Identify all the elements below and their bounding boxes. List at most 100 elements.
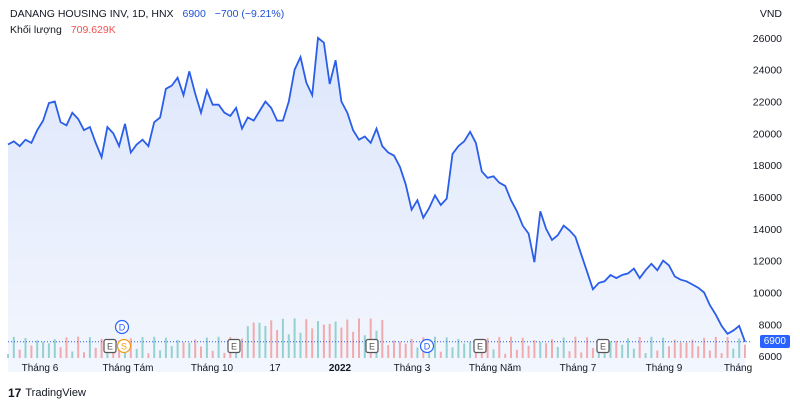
volume-value: 709.629K xyxy=(70,24,116,36)
volume-bar xyxy=(47,343,50,358)
volume-bar xyxy=(656,350,659,358)
volume-bar xyxy=(24,338,27,358)
volume-bar xyxy=(381,319,384,358)
x-tick-label: Tháng 6 xyxy=(22,363,59,374)
volume-bar xyxy=(59,347,62,358)
volume-bar xyxy=(662,337,665,358)
volume-bar xyxy=(200,346,202,358)
x-tick-label: Tháng 9 xyxy=(646,363,683,374)
volume-bar xyxy=(100,338,103,358)
volume-bar xyxy=(53,339,56,358)
volume-bar xyxy=(88,337,91,358)
volume-bar xyxy=(369,318,372,358)
event-marker-icon xyxy=(596,338,610,354)
volume-bar xyxy=(387,345,390,358)
y-tick-label: 26000 xyxy=(753,33,782,45)
brand-name: TradingView xyxy=(25,387,86,399)
volume-bar xyxy=(492,349,495,358)
volume-bar xyxy=(65,337,68,358)
volume-bar xyxy=(726,337,729,358)
y-tick-label: 18000 xyxy=(753,160,782,172)
volume-bar xyxy=(328,323,331,358)
volume-bar xyxy=(170,346,173,358)
volume-bar xyxy=(498,336,501,358)
event-marker-label: E xyxy=(600,342,606,352)
volume-bar xyxy=(551,339,553,358)
event-marker-label: D xyxy=(119,323,126,333)
volume-bar xyxy=(241,338,243,358)
volume-bar xyxy=(568,351,571,358)
volume-bar xyxy=(615,340,618,358)
x-tick-label: Tháng Năm xyxy=(469,363,521,374)
volume-bar xyxy=(71,351,74,358)
volume-bar xyxy=(527,345,530,358)
volume-bar xyxy=(673,339,676,358)
volume-bar xyxy=(451,347,454,358)
event-marker-icon xyxy=(116,338,132,354)
volume-bar xyxy=(539,342,542,358)
event-marker-icon xyxy=(365,338,379,354)
volume-bar xyxy=(720,353,723,358)
tradingview-logo-icon: 17 xyxy=(8,386,22,400)
x-tick-label: Tháng Tám xyxy=(103,363,154,374)
price-line xyxy=(7,36,746,343)
volume-bar xyxy=(627,338,629,358)
volume-bar xyxy=(317,321,319,358)
tradingview-brand[interactable]: 17 TradingView xyxy=(8,386,86,400)
volume-bar xyxy=(235,348,238,358)
event-marker-icon xyxy=(114,319,130,335)
event-marker-label: E xyxy=(107,342,113,352)
volume-bar xyxy=(217,336,220,358)
event-marker-icon xyxy=(103,338,117,354)
volume-bar xyxy=(153,336,156,358)
last-price: 6900 xyxy=(182,8,206,20)
volume-bar xyxy=(223,352,226,358)
y-tick-label: 8000 xyxy=(759,319,783,331)
y-tick-label: 24000 xyxy=(753,65,782,77)
volume-bar xyxy=(311,328,314,358)
x-tick-label: Tháng 3 xyxy=(394,363,431,374)
volume-bar xyxy=(469,341,472,358)
volume-bar xyxy=(732,348,735,358)
event-marker-icon xyxy=(473,338,487,354)
volume-bar xyxy=(293,318,296,358)
volume-bar xyxy=(346,319,349,358)
volume-bar xyxy=(679,342,682,358)
volume-bar xyxy=(246,326,249,358)
volume-bar xyxy=(94,347,97,358)
volume-bar xyxy=(281,318,284,358)
volume-bar xyxy=(691,339,694,358)
volume-bar xyxy=(340,327,343,358)
volume-bar xyxy=(358,318,360,358)
event-marker-label: E xyxy=(231,342,237,352)
volume-bar xyxy=(36,340,39,358)
volume-bar xyxy=(205,337,208,358)
volume-bar xyxy=(18,349,21,358)
volume-bar xyxy=(445,337,448,358)
volume-bar xyxy=(708,350,711,358)
y-tick-label: 22000 xyxy=(753,97,782,109)
volume-bar xyxy=(141,337,144,358)
volume-bar xyxy=(486,338,489,358)
y-tick-label: 10000 xyxy=(753,287,782,299)
volume-bar xyxy=(556,347,559,358)
volume-bar xyxy=(744,344,746,358)
volume-bar xyxy=(363,335,366,358)
volume-bar xyxy=(352,331,355,358)
volume-label[interactable]: Khối lượng xyxy=(10,24,62,36)
x-tick-label: Tháng 7 xyxy=(560,363,597,374)
volume-bar xyxy=(334,321,337,358)
symbol-line[interactable]: DANANG HOUSING INV, 1D, HNX xyxy=(10,8,174,20)
last-price-tag: 6900 xyxy=(759,334,790,348)
volume-bar xyxy=(434,336,436,358)
volume-bar xyxy=(393,340,395,358)
volume-bar xyxy=(159,350,162,358)
volume-bar xyxy=(305,319,308,358)
volume-bar xyxy=(609,341,612,358)
volume-bar xyxy=(515,349,518,358)
volume-bar xyxy=(264,326,267,358)
volume-bar xyxy=(188,342,191,358)
volume-bar xyxy=(668,346,670,358)
